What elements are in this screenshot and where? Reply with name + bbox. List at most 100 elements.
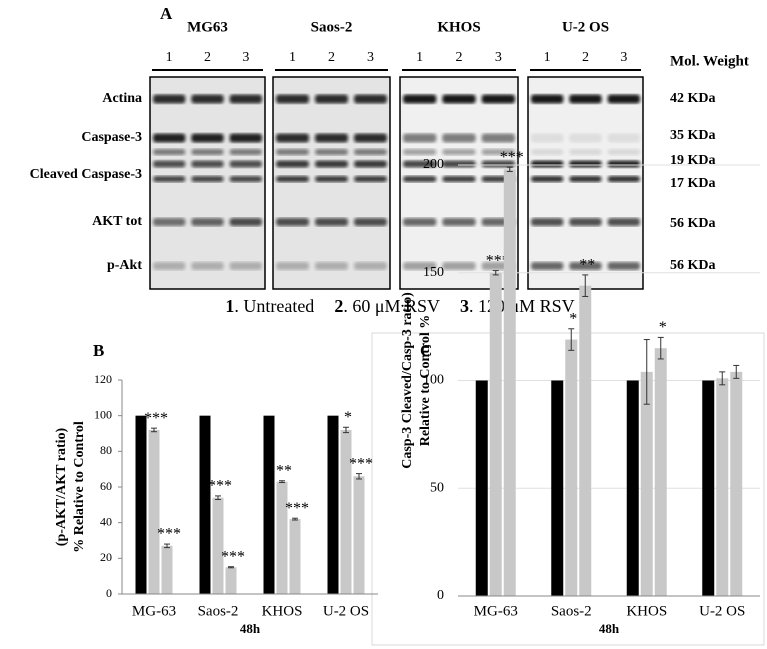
legend-text: . Untreated (234, 296, 314, 316)
bar (353, 476, 365, 594)
lane-number: 3 (367, 50, 374, 65)
significance-mark: ** (579, 257, 595, 274)
y-tick-label: 80 (100, 443, 112, 457)
mol-weight: 56 KDa (670, 258, 716, 273)
blot-band (191, 176, 224, 182)
y-tick-label: 100 (94, 407, 112, 421)
mol-weight: 56 KDa (670, 216, 716, 231)
x-tick-label: Saos-2 (551, 603, 592, 619)
lane-number: 1 (544, 50, 551, 65)
blot-band (276, 94, 309, 104)
lane-number: 2 (204, 50, 211, 65)
blot-band (607, 160, 640, 168)
blot-band (403, 176, 437, 182)
x-tick-label: MG-63 (474, 603, 518, 619)
blot-band (481, 160, 515, 168)
blot-band (153, 133, 186, 143)
blot-band (354, 262, 387, 270)
protein-label: AKT tot (92, 214, 142, 229)
y-axis-label: Casp-3 Cleaved/Casp-3 ratio) (400, 292, 415, 469)
blot-band (442, 94, 476, 104)
significance-mark: *** (500, 149, 524, 166)
blot-band (569, 94, 602, 104)
blot-band (315, 176, 348, 182)
blot-band (481, 94, 515, 104)
blot-band (607, 133, 640, 143)
legend-text: . 120 μM RSV (469, 296, 575, 316)
mol-weight: 19 KDa (670, 153, 716, 168)
lane-number: 2 (456, 50, 463, 65)
significance-mark: *** (285, 500, 309, 517)
bar (225, 567, 237, 594)
group-name: U-2 OS (562, 19, 609, 35)
y-tick-label: 40 (100, 514, 112, 528)
bar (276, 481, 288, 594)
y-tick-label: 60 (100, 479, 112, 493)
lane-number: 1 (416, 50, 423, 65)
y-tick-label: 0 (437, 588, 444, 603)
x-tick-label: MG-63 (132, 603, 176, 619)
group-name: KHOS (437, 19, 480, 35)
blot-band (569, 133, 602, 143)
y-tick-label: 20 (100, 550, 112, 564)
blot-band (403, 94, 437, 104)
blot-band (191, 133, 224, 143)
y-tick-label: 150 (423, 265, 444, 280)
blot-band (481, 149, 515, 155)
bar (148, 429, 160, 594)
bar (340, 429, 352, 594)
blot-band (442, 262, 476, 270)
significance-mark: * (569, 310, 577, 327)
lane-number: 1 (289, 50, 296, 65)
blot-band (403, 160, 437, 168)
blot-band (191, 262, 224, 270)
error-bar (492, 270, 499, 276)
bar (702, 380, 715, 596)
lane-number: 1 (166, 50, 173, 65)
bar (551, 380, 564, 596)
bar (730, 371, 743, 596)
blot-band (403, 262, 437, 270)
blot-band (153, 262, 186, 270)
x-tick-label: U-2 OS (699, 603, 745, 619)
bar (654, 348, 667, 596)
blot-band (315, 133, 348, 143)
bar (489, 272, 502, 596)
blot-band (531, 176, 564, 182)
blot-band (153, 160, 186, 168)
y-tick-label: 0 (106, 586, 112, 600)
blot-band (276, 218, 309, 226)
error-bar (719, 371, 726, 386)
y-axis-label: Relative to Control % (418, 315, 433, 447)
error-bar (733, 364, 740, 379)
error-bar (215, 495, 221, 500)
lane-number: 3 (620, 50, 627, 65)
significance-mark: *** (157, 526, 181, 543)
error-bar (356, 473, 362, 480)
x-axis-label: 48h (240, 621, 261, 636)
legend-number: 2 (334, 296, 343, 316)
bar (503, 169, 516, 596)
y-tick-label: 200 (423, 157, 444, 172)
error-bar (279, 480, 285, 484)
blot-box (149, 76, 266, 290)
blot-band (442, 149, 476, 155)
mol-weight-title: Mol. Weight (670, 53, 749, 69)
y-tick-label: 50 (430, 480, 444, 495)
blot-band (569, 218, 602, 226)
bar (565, 339, 578, 596)
blot-band (607, 94, 640, 104)
blot-band (229, 133, 262, 143)
blot-band (442, 133, 476, 143)
blot-band (153, 149, 186, 155)
bar (289, 519, 301, 594)
y-axis-label: % Relative to Control (72, 421, 87, 553)
blot-band (607, 149, 640, 155)
blot-band (403, 133, 437, 143)
significance-mark: ** (276, 462, 292, 479)
panel-label: A (160, 4, 173, 23)
error-bar (568, 328, 575, 351)
protein-label: Cleaved Caspase-3 (30, 167, 142, 182)
x-tick-label: KHOS (262, 603, 303, 619)
blot-band (191, 160, 224, 168)
